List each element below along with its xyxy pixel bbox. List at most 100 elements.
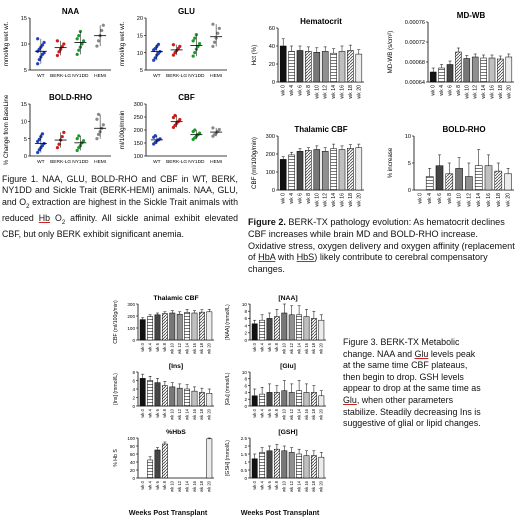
data-point [153,56,157,60]
bar [259,452,266,479]
bar [206,311,213,341]
bar [139,378,146,407]
bar [504,173,512,191]
bar [296,50,304,83]
x-tick-label: wk 0 [281,193,287,204]
x-tick-label: wk 4 [147,408,152,417]
y-tick-label: 2 [244,331,247,336]
x-tick-label: wk 8 [447,193,453,204]
bar [303,392,310,407]
x-tick-label: wk 8 [306,85,312,96]
bar [497,58,504,83]
data-point [191,39,195,43]
fig2-caption-b: with [275,252,297,263]
y-tick-label: 5 [140,68,143,74]
x-tick-label: wk 18 [348,85,354,99]
y-tick-label: 250 [134,115,143,121]
y-tick-label: 5 [24,68,27,74]
y-tick-label: 0.00068 [405,60,425,66]
bar [313,149,321,191]
bar [184,312,191,341]
bar [313,52,321,83]
x-tick-label: HEMI [210,159,222,165]
bar [206,393,213,407]
data-point [57,142,61,146]
y-tick-label: 0 [408,188,411,194]
data-point [62,130,66,135]
x-tick-label: wk 4 [289,193,295,204]
x-tick-label: wk 0 [252,342,257,351]
data-point [42,40,46,45]
bar [279,45,287,83]
x-tick-label: wk 8 [274,342,279,351]
fig3-caption-b: levels peak at the same time CBF plateau… [343,348,481,394]
y-tick-label: 4 [244,323,247,328]
data-point [217,127,221,132]
chart-title: [NAA] [278,295,297,302]
x-tick-label: wk 6 [155,342,160,351]
bar [355,147,363,191]
fig2-caption-label: Figure 2. [248,217,286,227]
y-tick-label: 0.00072 [405,40,425,46]
y-tick-label: 10 [242,302,248,307]
x-tick-label: wk 20 [356,85,362,99]
x-tick-label: wk 6 [448,85,454,96]
x-tick-label: wk 8 [456,85,462,96]
bar [266,392,273,407]
y-axis-label: [Ins] (mmol/L) [113,373,119,405]
data-point [75,52,79,57]
data-point [212,40,217,44]
bar [251,323,258,341]
chart-title: Hematocrit [300,17,342,26]
y-tick-label: 20 [269,62,275,68]
y-tick-label: 2.5 [241,436,248,441]
y-tick-label: 6 [244,316,247,321]
x-tick-label: wk 8 [306,193,312,204]
data-point [101,23,105,27]
fig1-caption-sub2: 2 [61,219,66,226]
x-tick-label: wk 4 [147,342,152,351]
data-point [77,34,81,38]
data-point [211,126,215,130]
x-tick-label: wk 6 [267,480,272,489]
x-tick-label: wk 0 [417,193,423,204]
y-tick-label: 60 [269,26,275,32]
x-tick-label: wk 8 [162,342,167,351]
bar [305,51,312,83]
fig2-bold-panel: BOLD-RHO 0 5 10 % increase wk 0 wk 4 wk 6 wk 8 wk… [384,122,518,207]
y-tick-label: 200 [266,152,275,158]
x-tick-label: wk 18 [311,342,316,354]
y-tick-label: 0 [24,154,27,160]
x-tick-label: wk 18 [199,408,204,420]
bar [438,67,445,83]
data-point [55,53,60,58]
fig3-caption-c: , when other parameters stabilize. Stead… [343,394,481,429]
chart-title: [Ins] [169,363,183,370]
bar [161,313,168,341]
bar [455,51,462,83]
x-tick-label: wk 10 [464,85,470,99]
y-tick-label: 15 [21,102,27,108]
bar [330,148,337,191]
bar [266,450,273,479]
fig1-glu-panel: GLU 5 10 15 20 mmol/kg wet wt. WT BERK-LG NY1DD H… [116,4,231,82]
y-tick-label: 4 [132,387,135,392]
y-tick-label: 40 [130,460,136,465]
x-tick-label: wk 14 [481,85,487,99]
bar [474,165,483,191]
bar [147,459,154,479]
data-point [211,44,215,49]
fig3-xlabel-left: Weeks Post Transplant [128,508,208,517]
x-tick-label: wk 16 [340,85,346,99]
x-tick-label: wk 14 [184,342,189,354]
x-tick-label: wk 12 [323,85,329,99]
data-point [197,42,202,46]
bar [251,395,258,407]
fig1-caption-hb: Hb [38,212,51,223]
bar [318,456,325,479]
fig1-cbf-chart: CBF 100 150 200 250 300 ml/100g/mmin WT BERK-LG N… [119,93,227,165]
x-tick-label: wk 12 [289,480,294,492]
x-tick-label: wk 10 [170,342,175,354]
bar [154,314,161,341]
